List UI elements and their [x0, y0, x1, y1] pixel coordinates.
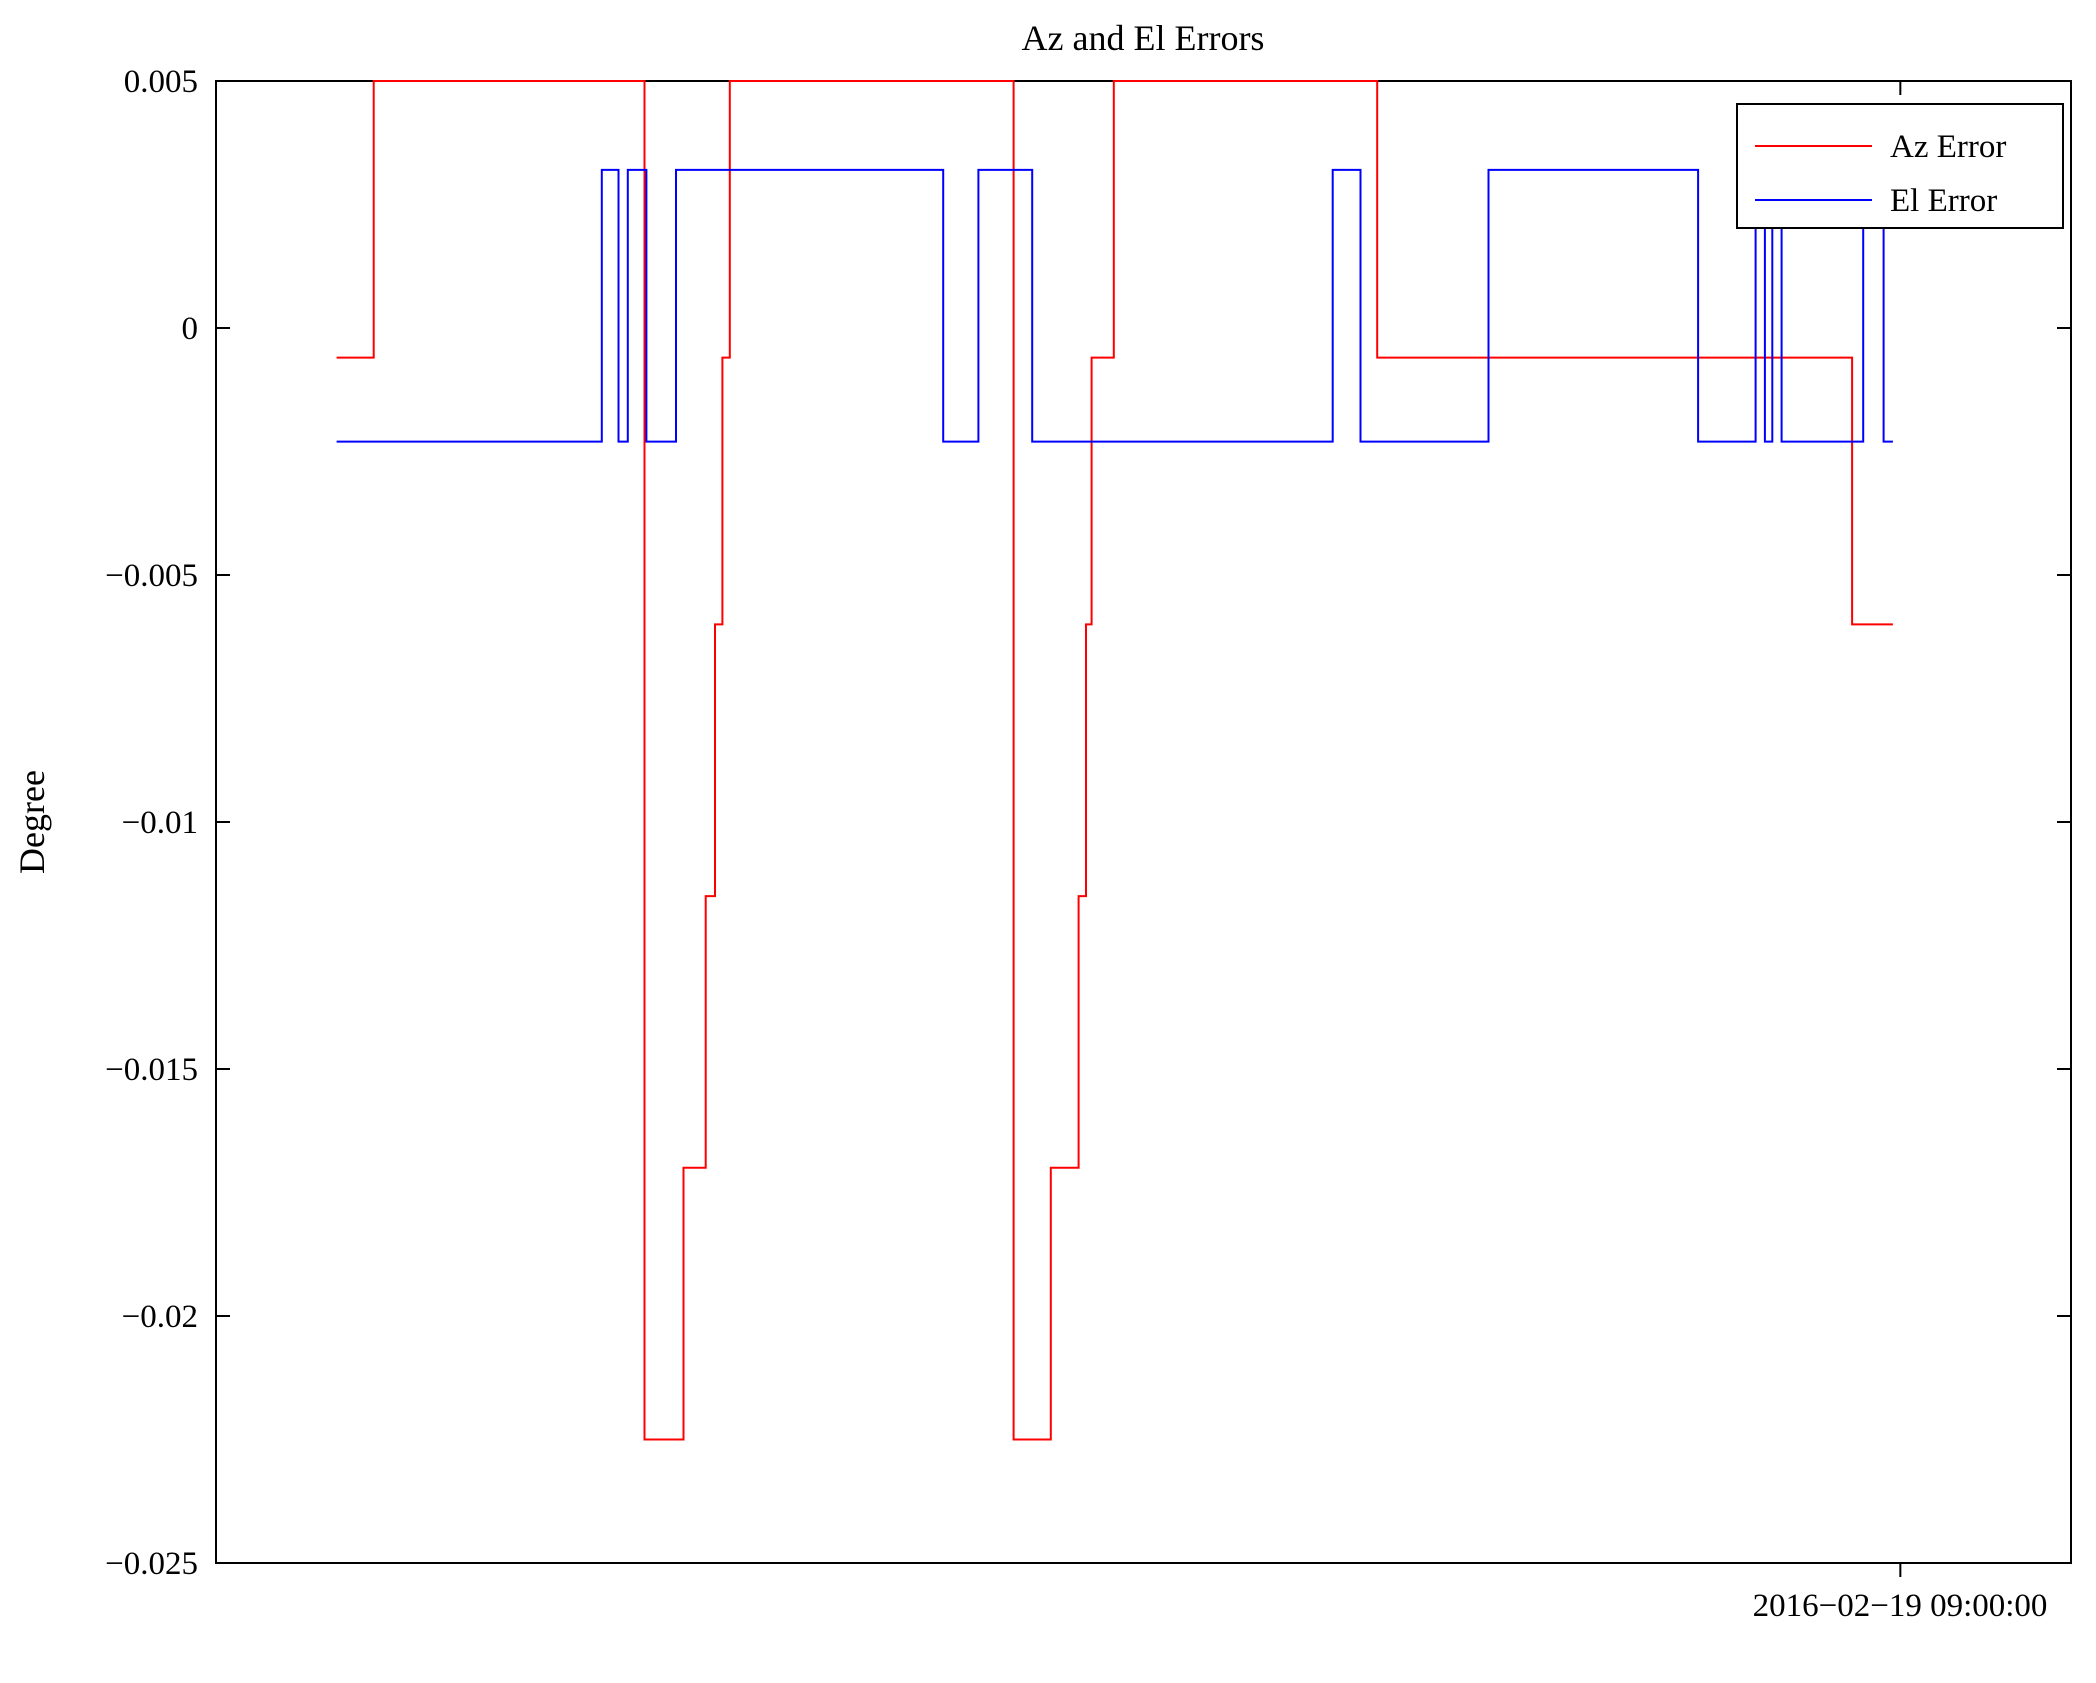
- legend: Az Error El Error: [1736, 103, 2064, 229]
- x-tick-label: 2016−02−19 09:00:00: [1753, 1588, 2048, 1624]
- az-error-line: [336, 80, 1893, 1441]
- axis-ticks: [216, 80, 2071, 1577]
- y-tick-label: −0.02: [122, 1299, 198, 1335]
- y-tick-label: 0: [182, 311, 199, 347]
- chart-title: Az and El Errors: [1022, 18, 1265, 58]
- legend-box: [1736, 103, 2064, 229]
- y-tick-label: 0.005: [124, 64, 198, 100]
- y-tick-label: −0.015: [105, 1052, 198, 1088]
- y-tick-label: −0.01: [122, 805, 198, 841]
- y-axis-label: Degree: [12, 770, 52, 874]
- legend-el-label: El Error: [1890, 183, 1997, 219]
- y-tick-labels: 0.005 0 −0.005 −0.01 −0.015 −0.02 −0.025: [105, 64, 198, 1582]
- y-tick-label: −0.025: [105, 1546, 198, 1582]
- legend-az-label: Az Error: [1890, 129, 2006, 165]
- y-tick-label: −0.005: [105, 558, 198, 594]
